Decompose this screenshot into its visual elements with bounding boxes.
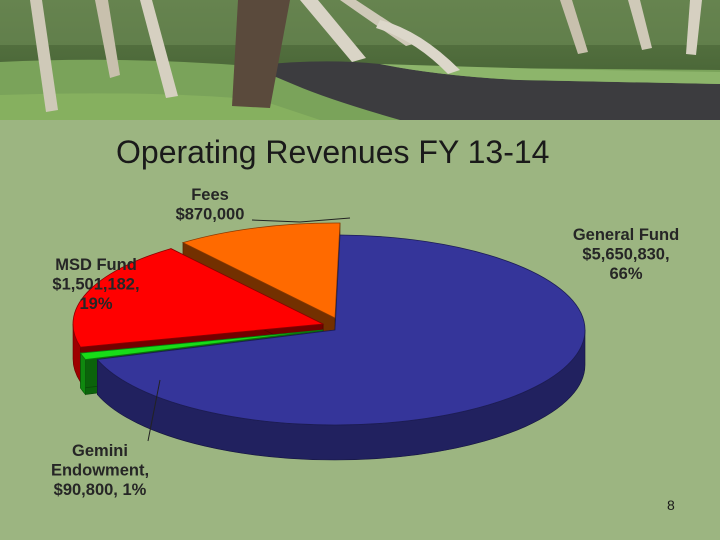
gemini-endowment-rim bbox=[80, 352, 86, 396]
general-fund-label-line: $5,650,830, bbox=[582, 246, 669, 264]
general-fund-label-line: General Fund bbox=[573, 226, 679, 244]
slice-labels: General Fund $5,650,830, 66% Gemini Endowmen… bbox=[51, 186, 679, 499]
fees-label-line: Fees bbox=[191, 186, 229, 204]
pie-slices bbox=[72, 222, 586, 426]
general-fund-label-line: 66% bbox=[609, 265, 642, 283]
park-photo-banner bbox=[0, 0, 720, 120]
page-number: 8 bbox=[667, 497, 675, 513]
msd-fund-label-line: MSD Fund bbox=[55, 256, 137, 274]
general-fund-slice bbox=[96, 234, 586, 426]
fees-label-line: $870,000 bbox=[176, 206, 245, 224]
fees-leader-line bbox=[251, 217, 351, 223]
general-fund-label: General Fund $5,650,830, 66% bbox=[573, 226, 679, 283]
msd-fund-label-line: 19% bbox=[79, 295, 112, 313]
fees-label: Fees $870,000 bbox=[176, 186, 245, 224]
slide-title: Operating Revenues FY 13-14 bbox=[116, 134, 550, 170]
msd-fund-label-line: $1,501,182, bbox=[52, 276, 139, 294]
gemini-endowment-label-line: $90,800, 1% bbox=[54, 481, 147, 499]
msd-fund-slice bbox=[72, 248, 325, 348]
gemini-endowment-label-line: Endowment, bbox=[51, 462, 149, 480]
msd-fund-label: MSD Fund $1,501,182, 19% bbox=[52, 256, 139, 313]
gemini-endowment-label-line: Gemini bbox=[72, 442, 128, 460]
gemini-endowment-label: Gemini Endowment, $90,800, 1% bbox=[51, 442, 149, 499]
gemini-endowment-slice bbox=[79, 329, 324, 360]
fees-slice bbox=[181, 222, 341, 319]
gemini-endowment-leader-line bbox=[147, 379, 161, 442]
